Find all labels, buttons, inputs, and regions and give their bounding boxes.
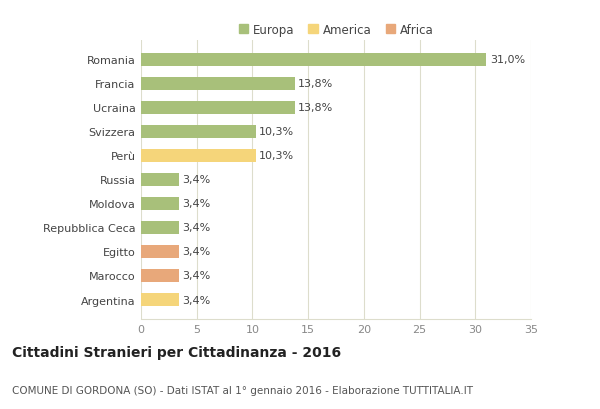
Bar <box>141 78 295 91</box>
Text: Cittadini Stranieri per Cittadinanza - 2016: Cittadini Stranieri per Cittadinanza - 2… <box>12 345 341 359</box>
Bar <box>141 245 179 258</box>
Text: 10,3%: 10,3% <box>259 151 294 161</box>
Bar <box>141 293 179 306</box>
Bar <box>141 101 295 115</box>
Text: 3,4%: 3,4% <box>182 295 211 305</box>
Bar <box>141 126 256 139</box>
Text: 13,8%: 13,8% <box>298 79 334 89</box>
Text: 3,4%: 3,4% <box>182 175 211 185</box>
Text: 3,4%: 3,4% <box>182 199 211 209</box>
Text: 13,8%: 13,8% <box>298 103 334 113</box>
Bar <box>141 269 179 282</box>
Text: COMUNE DI GORDONA (SO) - Dati ISTAT al 1° gennaio 2016 - Elaborazione TUTTITALIA: COMUNE DI GORDONA (SO) - Dati ISTAT al 1… <box>12 384 473 395</box>
Bar <box>141 54 487 67</box>
Text: 31,0%: 31,0% <box>490 55 525 65</box>
Text: 3,4%: 3,4% <box>182 247 211 257</box>
Text: 10,3%: 10,3% <box>259 127 294 137</box>
Bar <box>141 173 179 187</box>
Text: 3,4%: 3,4% <box>182 271 211 281</box>
Legend: Europa, America, Africa: Europa, America, Africa <box>234 19 438 41</box>
Text: 3,4%: 3,4% <box>182 223 211 233</box>
Bar <box>141 197 179 211</box>
Bar <box>141 221 179 234</box>
Bar <box>141 149 256 163</box>
